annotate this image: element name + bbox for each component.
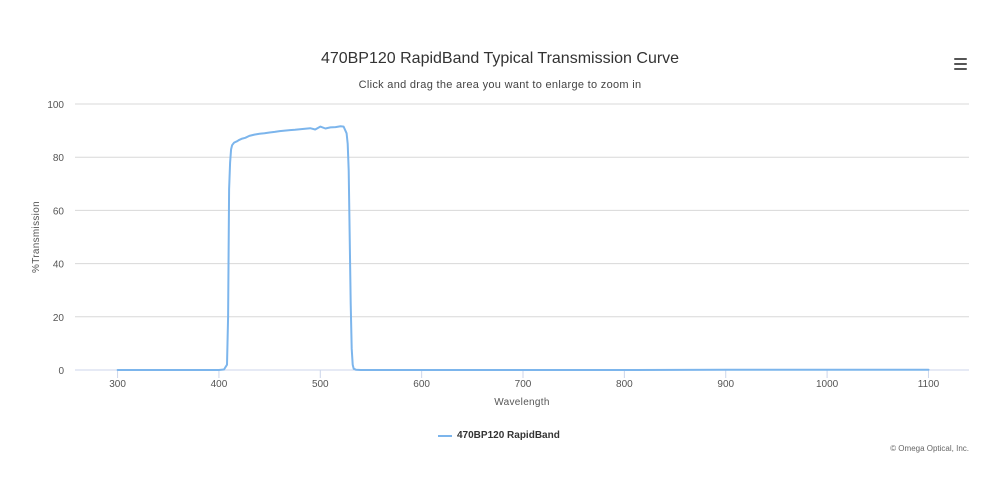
credits-text[interactable]: © Omega Optical, Inc.: [890, 444, 969, 453]
y-tick-label: 40: [53, 260, 65, 271]
x-tick-label: 300: [109, 379, 126, 390]
x-axis: 300 400 500 600 700 800 900 1000 1100: [109, 370, 940, 390]
y-tick-label: 60: [53, 206, 65, 217]
x-axis-title: Wavelength: [494, 397, 549, 408]
y-tick-label: 100: [47, 100, 64, 111]
chart-subtitle: Click and drag the area you want to enla…: [358, 79, 642, 91]
chart-title: 470BP120 RapidBand Typical Transmission …: [320, 50, 680, 67]
x-tick-label: 800: [616, 379, 633, 390]
series-line-0[interactable]: [116, 125, 930, 371]
y-tick-label: 80: [53, 153, 65, 164]
x-tick-label: 700: [515, 379, 532, 390]
legend-label: 470BP120 RapidBand: [457, 430, 560, 441]
x-tick-label: 600: [413, 379, 430, 390]
y-tick-label: 0: [58, 366, 64, 377]
x-tick-label: 400: [211, 379, 228, 390]
x-tick-label: 1000: [816, 379, 839, 390]
grid-lines: [75, 103, 969, 371]
y-axis-title: %Transmission: [31, 201, 42, 273]
hamburger-menu-icon[interactable]: [949, 55, 971, 73]
series-layer: [116, 125, 930, 371]
x-tick-label: 1100: [918, 379, 940, 390]
legend-line-swatch: [438, 434, 452, 437]
y-axis: 0 20 40 60 80 100: [47, 100, 64, 377]
legend-item[interactable]: 470BP120 RapidBand: [438, 430, 560, 441]
y-tick-label: 20: [53, 313, 65, 324]
x-tick-label: 500: [312, 379, 329, 390]
x-tick-label: 900: [717, 379, 734, 390]
